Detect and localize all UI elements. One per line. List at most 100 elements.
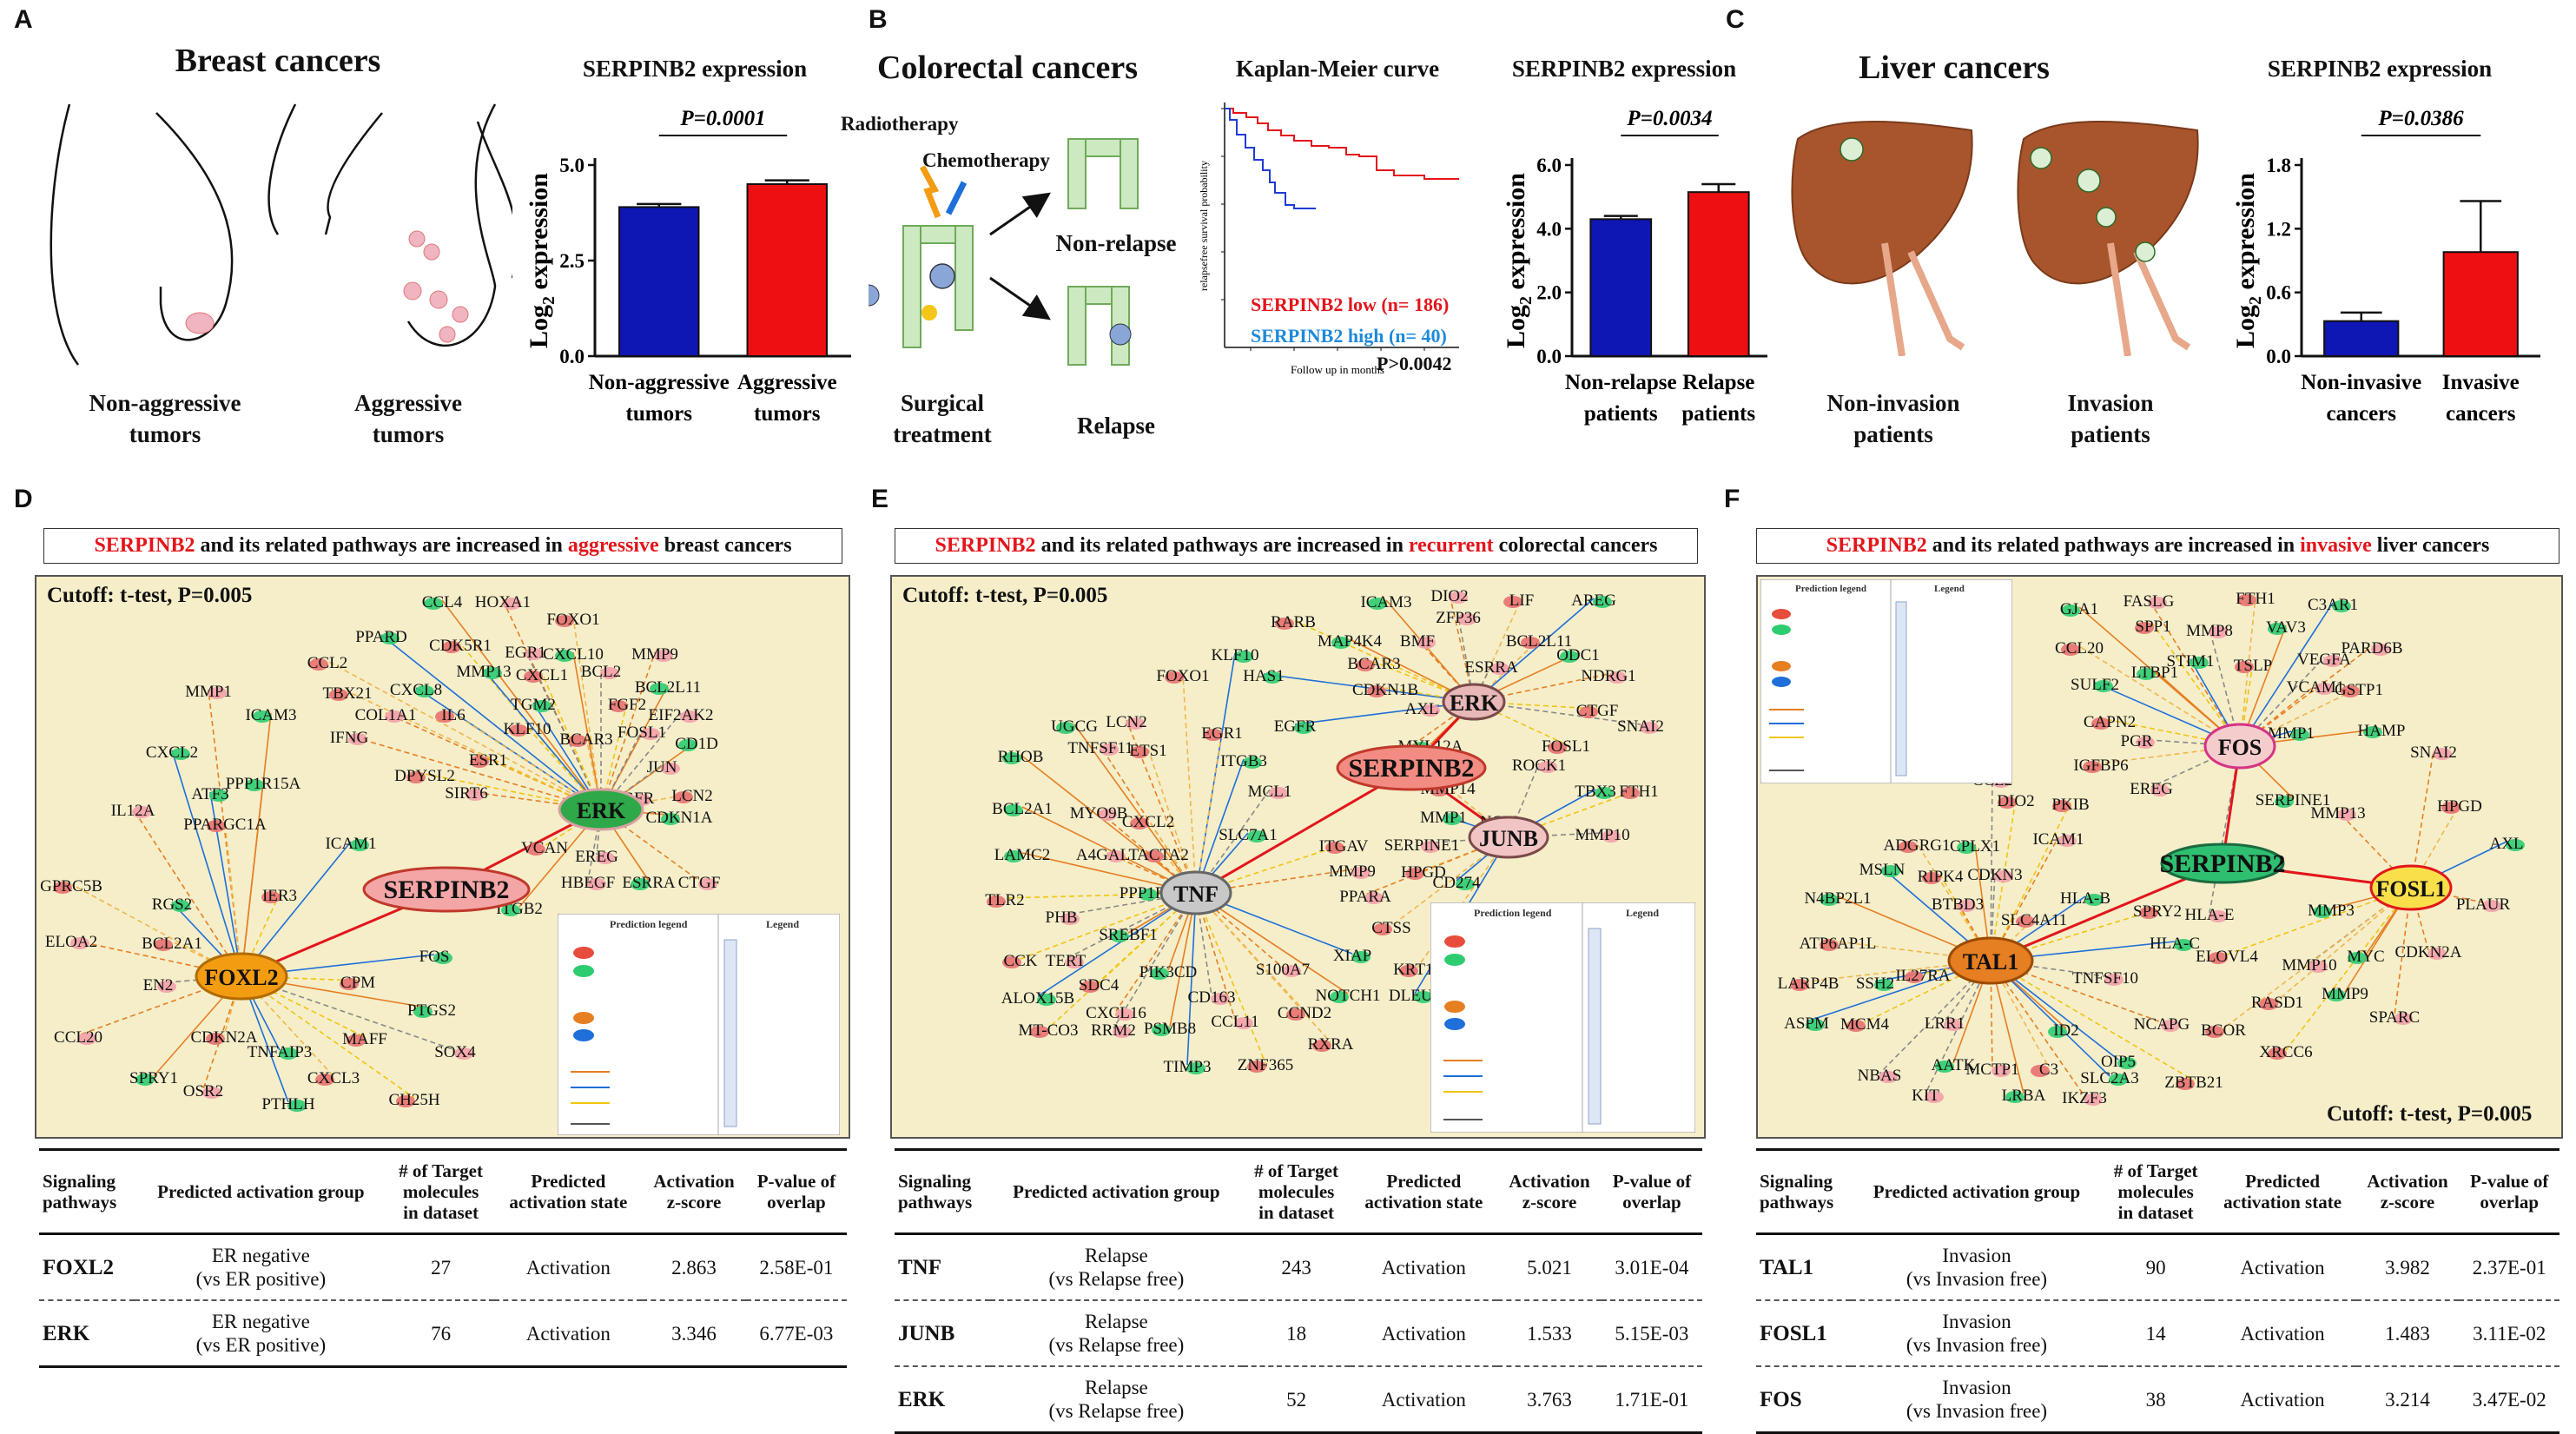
edge — [1047, 892, 1197, 1029]
gene-label: EGFR — [1274, 717, 1317, 736]
gene-label: CCL4 — [422, 593, 463, 611]
chart-b-title: SERPINB2 expression — [1511, 56, 1737, 82]
gene-node-marker — [1405, 868, 1424, 880]
svg-text:Legend: Legend — [1934, 584, 1965, 594]
gene-label: ACTA2 — [1137, 846, 1189, 864]
gene-node-marker — [1994, 870, 2013, 882]
label-non-aggressive: Non-aggressive tumors — [89, 390, 241, 447]
gene-label: SIRT6 — [445, 784, 488, 803]
km-pvalue: P>0.0042 — [1377, 353, 1452, 374]
gene-node-marker — [350, 839, 369, 851]
gene-label: MYC — [2347, 948, 2384, 966]
gene-node-marker — [2441, 802, 2460, 814]
edge — [2152, 624, 2241, 747]
hub-label: SERPINB2 — [1348, 754, 1474, 783]
hub-label: SERPINB2 — [383, 876, 509, 904]
gene-label: OSR2 — [183, 1082, 223, 1100]
edge — [1037, 892, 1197, 997]
gene-label: ATF3 — [191, 785, 228, 803]
th-pathways: Signaling pathways — [1756, 1148, 1852, 1235]
edge — [1169, 892, 1197, 1028]
gene-label: AXL — [2489, 835, 2523, 853]
gene-node-marker — [2150, 784, 2170, 796]
gene-node-marker — [509, 724, 528, 737]
edge — [1864, 960, 1991, 1023]
gene-label: HAMP — [2358, 722, 2406, 740]
cell: 1.533 — [1497, 1300, 1602, 1367]
y-tick-label: 0.6 — [2266, 282, 2291, 304]
bar — [2442, 251, 2519, 358]
cell: Activation — [1350, 1366, 1498, 1434]
panel-b-heading: Colorectal cancers — [877, 50, 1139, 86]
th-targets: # of Target molecules in dataset — [2102, 1148, 2209, 1235]
gene-label: CCL20 — [54, 1028, 102, 1047]
gene-label: ELOA2 — [45, 933, 97, 951]
edge — [70, 883, 242, 977]
legend-e: Prediction legend Legend — [1430, 902, 1695, 1133]
gene-label: CD1D — [675, 735, 718, 753]
cell: ERK — [895, 1366, 990, 1434]
gene-node-marker — [380, 632, 400, 644]
gene-label: LRBA — [2002, 1087, 2046, 1105]
gene-node-marker — [1325, 842, 1344, 854]
panel-letter-b: B — [869, 5, 888, 34]
gene-label: HLA-B — [2060, 889, 2110, 908]
edge — [241, 841, 352, 977]
gene-label: IKZF3 — [2062, 1089, 2107, 1107]
y-tick-label: 2.0 — [1536, 282, 1562, 304]
gene-node-marker — [1234, 651, 1253, 663]
gene-node-marker — [1503, 596, 1522, 608]
edge — [2239, 602, 2334, 747]
th-targets: # of Target molecules in dataset — [386, 1148, 495, 1235]
gene-node-marker — [1331, 637, 1351, 649]
gene-node-marker — [1548, 742, 1567, 754]
gene-node-marker — [2174, 939, 2193, 951]
cell: 1.483 — [2355, 1300, 2460, 1367]
gene-label: SNAI2 — [2410, 743, 2457, 762]
edge — [1473, 673, 1609, 703]
gene-label: KRT15 — [1393, 961, 1442, 979]
gene-node-marker — [2237, 594, 2256, 606]
gene-node-marker — [2482, 900, 2501, 912]
gene-node-marker — [77, 1033, 96, 1045]
gene-node-marker — [1130, 746, 1149, 758]
gene-node-marker — [442, 641, 461, 653]
gene-node-marker — [1899, 841, 1918, 853]
cell: 6.77E-03 — [745, 1300, 847, 1368]
gene-label: PPP1R15A — [226, 775, 301, 793]
cell: 3.346 — [642, 1300, 746, 1368]
y-axis-label: Log2 expression — [1502, 173, 1536, 348]
gene-node-marker — [1060, 913, 1080, 925]
table-row: JUNB Relapse (vs Relapse free) 18 Activa… — [895, 1300, 1702, 1367]
edge — [1195, 892, 1266, 1064]
gene-node-marker — [698, 878, 717, 890]
gene-label: IFNG — [330, 729, 369, 747]
title-tail: liver cancers — [2371, 534, 2490, 557]
gene-node-marker — [1263, 671, 1282, 684]
hub-node — [195, 952, 288, 1001]
svg-text:Prediction legend: Prediction legend — [610, 918, 688, 930]
edge — [1147, 748, 1197, 894]
gene-label: BCL2A1 — [142, 935, 202, 953]
gene-node-marker — [2259, 998, 2278, 1010]
cell: 3.763 — [1497, 1366, 1602, 1434]
gene-node-marker — [1286, 1008, 1305, 1021]
panel-letter-c: C — [1726, 5, 1745, 34]
km-high-legend: SERPINB2 high (n= 40) — [1251, 325, 1447, 347]
gene-label: PPARD — [355, 628, 407, 646]
gene-node-marker — [483, 667, 502, 679]
hub-label: ERK — [577, 798, 626, 823]
edge — [2239, 596, 2256, 747]
gene-node-marker — [2031, 1065, 2050, 1077]
th-targets: # of Target molecules in dataset — [1242, 1148, 1351, 1235]
gene-node-marker — [2057, 835, 2077, 847]
gene-label: MMP1 — [2268, 724, 2315, 743]
gene-label: C3AR1 — [2308, 596, 2358, 614]
gene-label: RASD1 — [2251, 994, 2303, 1012]
breast-illustration — [50, 103, 512, 366]
network-e: Cutoff: t-test, P=0.005 ICAM3 DIO2 LIF AREG… — [890, 575, 1706, 1139]
gene-node-marker — [650, 683, 669, 695]
gene-label: IGFBP6 — [2073, 757, 2128, 775]
gene-node-marker — [2348, 952, 2367, 964]
gene-label: FASLG — [2124, 592, 2175, 611]
